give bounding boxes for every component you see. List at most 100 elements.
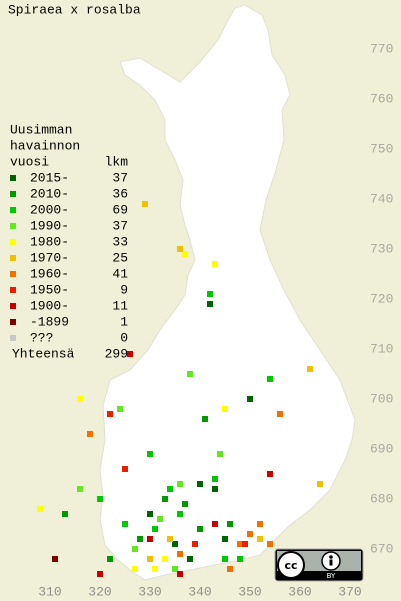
x-tick-label: 330 <box>138 584 161 599</box>
observation-square <box>222 556 228 562</box>
legend-swatch <box>10 191 16 197</box>
observation-square <box>177 511 183 517</box>
observation-square <box>172 566 178 572</box>
observation-square <box>267 376 273 382</box>
observation-square <box>97 571 103 577</box>
legend-swatch <box>10 207 16 213</box>
legend-swatch <box>10 255 16 261</box>
observation-square <box>127 351 133 357</box>
observation-square <box>267 541 273 547</box>
legend-count: 25 <box>112 250 128 265</box>
legend-swatch <box>10 319 16 325</box>
observation-square <box>162 556 168 562</box>
observation-square <box>147 511 153 517</box>
observation-square <box>137 536 143 542</box>
legend-count: 37 <box>112 170 128 185</box>
observation-square <box>77 486 83 492</box>
cc-by-badge: cc BY <box>274 548 364 582</box>
x-tick-label: 360 <box>288 584 311 599</box>
observation-square <box>37 506 43 512</box>
y-tick-label: 710 <box>370 341 393 356</box>
y-tick-label: 770 <box>370 41 393 56</box>
observation-square <box>267 471 273 477</box>
observations <box>37 201 323 577</box>
observation-square <box>222 536 228 542</box>
legend-count-header: lkm <box>105 154 129 169</box>
observation-square <box>212 521 218 527</box>
x-tick-label: 350 <box>238 584 261 599</box>
legend-label: 1970- <box>30 250 69 265</box>
legend-count: 33 <box>112 234 128 249</box>
observation-square <box>147 556 153 562</box>
legend-swatch <box>10 223 16 229</box>
observation-square <box>212 476 218 482</box>
observation-square <box>87 431 93 437</box>
observation-square <box>207 301 213 307</box>
legend-label: -1899 <box>30 314 69 329</box>
observation-square <box>172 541 178 547</box>
observation-square <box>277 411 283 417</box>
observation-square <box>167 486 173 492</box>
observation-square <box>257 536 263 542</box>
observation-square <box>212 261 218 267</box>
x-tick-label: 370 <box>338 584 361 599</box>
observation-square <box>217 451 223 457</box>
observation-square <box>242 541 248 547</box>
observation-square <box>182 251 188 257</box>
svg-text:BY: BY <box>327 572 336 580</box>
observation-square <box>132 546 138 552</box>
legend-label: 1990- <box>30 218 69 233</box>
y-tick-label: 690 <box>370 441 393 456</box>
legend-swatch <box>10 303 16 309</box>
observation-square <box>202 416 208 422</box>
legend-title: havainnon <box>10 138 80 153</box>
observation-square <box>227 521 233 527</box>
legend-title: Uusimman <box>10 122 72 137</box>
observation-square <box>177 246 183 252</box>
observation-square <box>207 291 213 297</box>
observation-square <box>237 556 243 562</box>
observation-square <box>122 466 128 472</box>
observation-square <box>257 521 263 527</box>
legend-title: vuosi <box>10 154 49 169</box>
observation-square <box>122 521 128 527</box>
observation-square <box>247 531 253 537</box>
y-tick-label: 720 <box>370 291 393 306</box>
y-tick-label: 700 <box>370 391 393 406</box>
total-count: 299 <box>105 346 128 361</box>
observation-square <box>162 496 168 502</box>
observation-square <box>77 396 83 402</box>
observation-square <box>177 571 183 577</box>
grid-labels: 310 320 330 340 350 360 3706706806907007107207… <box>38 41 393 599</box>
legend-label: 1950- <box>30 282 69 297</box>
observation-square <box>212 486 218 492</box>
legend-count: 41 <box>112 266 128 281</box>
legend-count: 1 <box>120 314 128 329</box>
observation-square <box>107 556 113 562</box>
observation-square <box>222 406 228 412</box>
observation-square <box>142 201 148 207</box>
x-tick-label: 320 <box>88 584 111 599</box>
observation-square <box>227 566 233 572</box>
legend-label: 2015- <box>30 170 69 185</box>
legend-label: 1900- <box>30 298 69 313</box>
observation-square <box>192 541 198 547</box>
legend-label: 2010- <box>30 186 69 201</box>
legend-count: 0 <box>120 330 128 345</box>
observation-square <box>182 501 188 507</box>
legend-label: 1980- <box>30 234 69 249</box>
legend-swatch <box>10 335 16 341</box>
observation-square <box>97 496 103 502</box>
legend-swatch <box>10 239 16 245</box>
legend-count: 36 <box>112 186 128 201</box>
x-tick-label: 310 <box>38 584 61 599</box>
observation-square <box>152 566 158 572</box>
legend-label: ??? <box>30 330 53 345</box>
observation-square <box>187 556 193 562</box>
observation-square <box>247 396 253 402</box>
y-tick-label: 680 <box>370 491 393 506</box>
legend-count: 69 <box>112 202 128 217</box>
y-tick-label: 740 <box>370 191 393 206</box>
observation-square <box>177 481 183 487</box>
